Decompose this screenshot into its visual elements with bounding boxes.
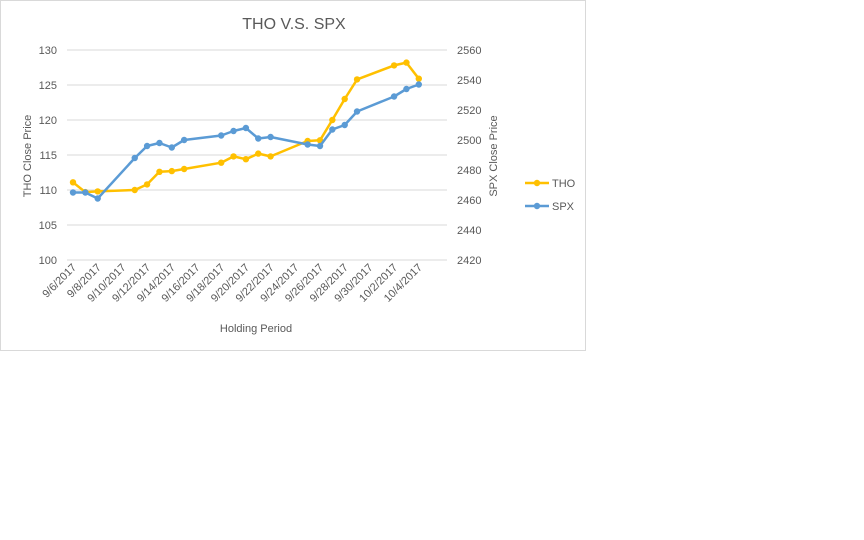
data-point-spx [143,142,151,150]
data-point-spx [218,132,225,139]
y-left-tick-label: 110 [39,185,57,197]
y-right-tick-label: 2480 [457,165,481,177]
legend-marker-tho [533,179,541,187]
data-point-tho [69,179,77,186]
data-point-tho [415,75,422,82]
data-point-spx [316,142,324,150]
y-left-tick-label: 115 [39,150,57,162]
chart-svg: THO V.S. SPX THO Close Price SPX Close P… [22,16,576,335]
y-left-tick-label: 105 [39,220,57,232]
y-right-tick-label: 2560 [457,45,481,57]
data-point-spx [415,81,422,88]
data-point-spx [242,124,250,132]
y-right-axis-label: SPX Close Price [488,115,500,196]
y-right-tick-label: 2500 [457,135,481,147]
legend-marker-spx [533,202,541,210]
y-left-tick-label: 100 [39,255,57,267]
data-point-tho [353,76,361,83]
data-point-tho [390,62,398,69]
chart-frame: THO V.S. SPX THO Close Price SPX Close P… [0,0,586,351]
data-point-spx [329,126,336,133]
data-point-tho [230,153,237,160]
series-line-spx [71,83,421,200]
legend: THO SPX [525,178,576,213]
y-left-tick-labels: 100 105 110 115 120 125 130 [39,45,57,267]
data-point-tho [403,59,410,66]
data-point-tho [218,159,225,166]
data-point-spx [403,85,410,93]
data-point-tho [143,181,151,188]
y-left-tick-label: 125 [39,80,57,92]
data-point-tho [242,156,250,163]
data-point-tho [329,116,336,124]
chart-title: THO V.S. SPX [242,16,346,33]
series-tho [69,59,422,196]
data-point-tho [168,167,175,175]
data-point-spx [390,93,398,100]
data-point-spx [304,141,311,148]
data-point-spx [156,139,163,147]
y-right-tick-label: 2540 [457,75,481,87]
data-point-tho [267,153,274,160]
series-layer [69,59,422,202]
data-point-tho [341,95,348,103]
y-right-tick-label: 2420 [457,255,481,267]
data-point-tho [180,165,188,173]
data-point-spx [353,108,361,115]
data-point-spx [94,195,101,202]
data-point-tho [94,188,101,195]
data-point-spx [341,121,348,129]
data-point-spx [180,136,188,144]
y-left-axis-label: THO Close Price [22,115,34,198]
data-point-spx [168,144,175,151]
y-right-tick-label: 2520 [457,105,481,117]
series-spx [69,81,422,202]
y-right-tick-labels: 2420 2440 2460 2480 2500 2520 2540 2560 [457,45,481,267]
y-right-tick-label: 2440 [457,225,481,237]
data-point-spx [131,154,138,162]
x-tick-labels: 9/6/20179/8/20179/10/20179/12/20179/14/2… [40,262,425,305]
x-axis-label: Holding Period [220,323,292,335]
data-point-spx [267,133,274,141]
data-point-spx [255,135,262,142]
y-right-tick-label: 2460 [457,195,481,207]
data-point-tho [255,150,262,157]
data-point-spx [69,189,77,196]
data-point-tho [156,168,163,175]
legend-label-spx: SPX [552,201,575,213]
data-point-tho [131,186,138,194]
y-left-tick-label: 130 [39,45,57,57]
y-left-tick-label: 120 [39,115,57,127]
legend-label-tho: THO [552,178,576,190]
data-point-spx [82,189,89,196]
data-point-spx [230,127,237,135]
